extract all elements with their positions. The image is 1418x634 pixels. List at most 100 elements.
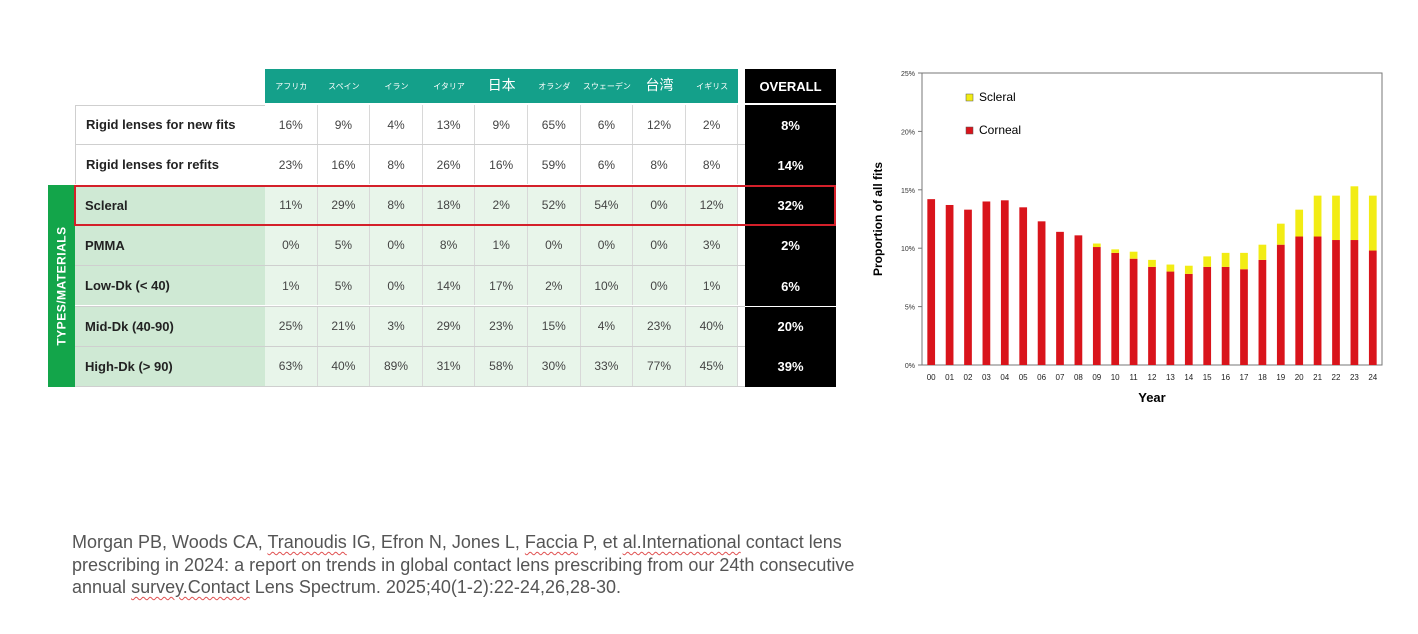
column-header: スペイン [317,69,371,103]
table-cell: 9% [317,105,371,144]
citation: Morgan PB, Woods CA, Tranoudis IG, Efron… [72,531,1072,599]
table-cell: 5% [317,266,371,306]
corneal-bar [1019,207,1028,365]
row-divider [75,386,745,388]
table-cell: 0% [370,225,423,265]
y-tick-label: 15% [901,188,915,195]
rigid-lens-trend-chart: 0% 5% 10% 15% 20% 25% Proportion of all fits 00… [862,60,1392,410]
corneal-bar [1092,247,1101,365]
table-cell: 0% [580,225,634,265]
x-axis-label: Year [1138,390,1165,405]
row-divider [75,305,745,307]
table-cell: 1% [685,266,739,306]
overall-cell: 14% [745,145,836,186]
row-label: Rigid lenses for refits [75,145,265,185]
x-tick-label: 07 [1056,373,1065,382]
x-tick-label: 22 [1332,373,1341,382]
x-tick-label: 12 [1148,373,1157,382]
lens-fitting-table: TYPES/MATERIALS アフリカ スペイン イラン イタリア 日本 オランダ スウェ… [48,69,838,388]
overall-cell: 20% [745,306,836,347]
side-label: TYPES/MATERIALS [54,226,69,346]
corneal-bar [1368,250,1377,365]
table-cell: 8% [422,225,476,265]
scleral-bar [1295,209,1304,237]
x-tick-label: 13 [1166,373,1175,382]
corneal-bar [1276,244,1285,365]
scleral-bar [1350,186,1359,241]
corneal-bar [1074,235,1083,365]
corneal-bar [982,201,991,365]
corneal-bar [1295,236,1304,365]
corneal-bar [1203,266,1212,365]
table-cell: 65% [528,105,581,144]
legend-label: Corneal [979,123,1021,137]
table-cell: 29% [317,185,371,225]
x-tick-label: 17 [1240,373,1249,382]
table-cell: 8% [633,145,686,185]
table-cell: 77% [633,346,686,386]
table-cell: 0% [633,266,686,306]
scleral-bar [1203,256,1212,267]
table-cell: 52% [528,185,581,225]
table-cell: 1% [265,266,318,306]
scleral-bar [1313,195,1322,237]
scleral-bar [1368,195,1377,251]
corneal-bar [1184,273,1193,365]
row-label: Scleral [75,185,265,225]
table-cell: 5% [317,225,371,265]
legend-swatch [965,93,974,102]
corneal-bar [1258,259,1267,365]
table-cell: 23% [265,145,318,185]
x-tick-label: 09 [1092,373,1101,382]
table-cell: 3% [370,306,423,346]
x-tick-label: 06 [1037,373,1046,382]
row-divider [75,144,745,146]
row-divider [75,265,745,267]
table-cell: 11% [265,185,318,225]
row-label: PMMA [75,225,265,265]
x-tick-label: 19 [1276,373,1285,382]
row-label: Mid-Dk (40-90) [75,306,265,346]
corneal-bar [1240,269,1248,365]
x-tick-label: 01 [945,373,954,382]
corneal-bar [1056,231,1064,365]
table-cell: 31% [422,346,476,386]
overall-cell: 32% [745,185,836,226]
column-header: イラン [370,69,423,103]
x-tick-label: 10 [1111,373,1120,382]
x-tick-label: 03 [982,373,991,382]
citation-line-2: prescribing in 2024: a report on trends … [72,554,855,575]
citation-line-3: annual survey.Contact Lens Spectrum. 202… [72,577,622,597]
table-cell: 63% [265,346,318,386]
side-label-bar [48,185,75,387]
column-header: イギリス [685,69,739,103]
y-tick-label: 10% [901,246,915,253]
table-cell: 4% [580,306,634,346]
table-cell: 2% [685,105,739,144]
x-tick-label: 21 [1313,373,1322,382]
column-header: アフリカ [265,69,318,103]
x-tick-label: 20 [1295,373,1304,382]
table-cell: 1% [475,225,528,265]
x-tick-label: 00 [927,373,936,382]
corneal-bar [927,199,936,365]
scleral-bar [1111,249,1120,253]
table-cell: 59% [528,145,581,185]
table-cell: 29% [422,306,476,346]
scleral-bar [1332,195,1340,241]
table-cell: 25% [265,306,318,346]
corneal-bar [1313,236,1322,365]
table-cell: 12% [685,185,739,225]
x-tick-label: 15 [1203,373,1212,382]
table-cell: 16% [317,145,371,185]
y-tick-label: 0% [905,363,915,370]
table-cell: 45% [685,346,739,386]
table-cell: 30% [528,346,581,386]
column-header: スウェーデン [580,69,634,103]
y-tick-label: 25% [901,71,915,78]
table-cell: 8% [370,145,423,185]
x-tick-label: 05 [1019,373,1028,382]
table-cell: 89% [370,346,423,386]
x-tick-label: 04 [1000,373,1009,382]
column-header: オランダ [528,69,581,103]
